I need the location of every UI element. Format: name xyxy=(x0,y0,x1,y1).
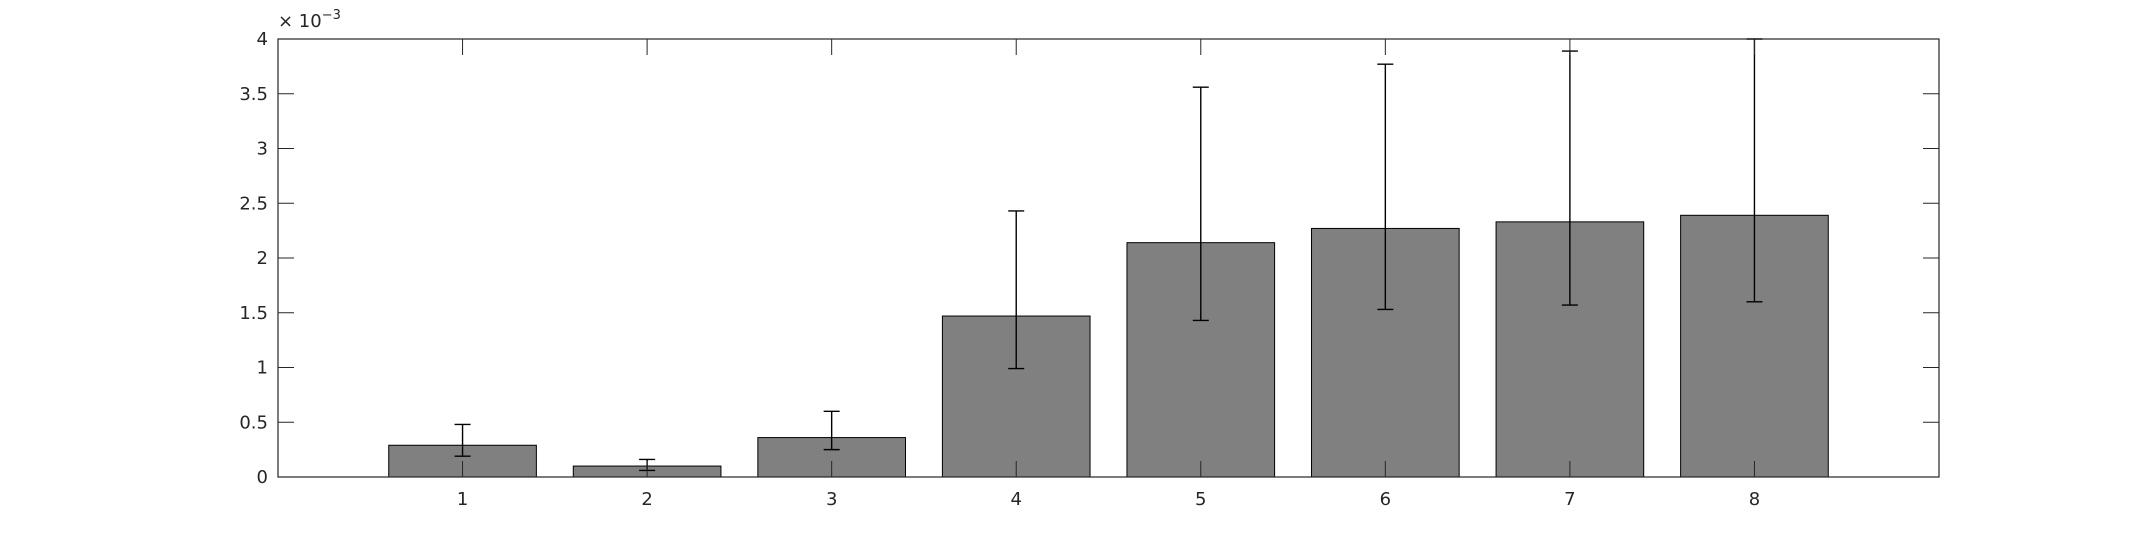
y-tick-label-1: 0.5 xyxy=(239,412,268,433)
x-tick-label-4: 4 xyxy=(1010,489,1021,510)
error-bar-6 xyxy=(1377,63,1394,311)
x-tick-label-8: 8 xyxy=(1749,489,1760,510)
y-tick-label-8: 4 xyxy=(257,29,268,50)
error-bar-4 xyxy=(1008,210,1025,370)
error-bar-3 xyxy=(823,410,840,451)
bars-layer xyxy=(388,214,1829,478)
tick-labels-layer: 1 2 3 4 5 6 7 8 0 0.5 1 1.5 2 2.5 3 3.5 4 xyxy=(239,29,1760,510)
error-bar-5 xyxy=(1192,86,1209,322)
y-tick-label-2: 1 xyxy=(257,358,268,379)
y-exponent-base: × 10 xyxy=(278,11,322,32)
y-tick-label-5: 2.5 xyxy=(239,193,268,214)
y-tick-label-0: 0 xyxy=(257,467,268,488)
x-tick-label-7: 7 xyxy=(1564,489,1575,510)
y-tick-label-7: 3.5 xyxy=(239,84,268,105)
y-tick-label-6: 3 xyxy=(257,139,268,160)
error-bars-layer xyxy=(454,38,1763,472)
x-tick-label-3: 3 xyxy=(826,489,837,510)
y-tick-label-3: 1.5 xyxy=(239,303,268,324)
y-exponent-power: −3 xyxy=(322,8,341,23)
error-bar-1 xyxy=(454,423,471,457)
ticks-layer xyxy=(278,38,1939,478)
x-tick-label-1: 1 xyxy=(457,489,468,510)
y-exponent-label: × 10−3 xyxy=(278,8,341,32)
x-tick-label-6: 6 xyxy=(1380,489,1391,510)
y-tick-label-4: 2 xyxy=(257,248,268,269)
x-tick-label-5: 5 xyxy=(1195,489,1206,510)
x-tick-label-2: 2 xyxy=(641,489,652,510)
